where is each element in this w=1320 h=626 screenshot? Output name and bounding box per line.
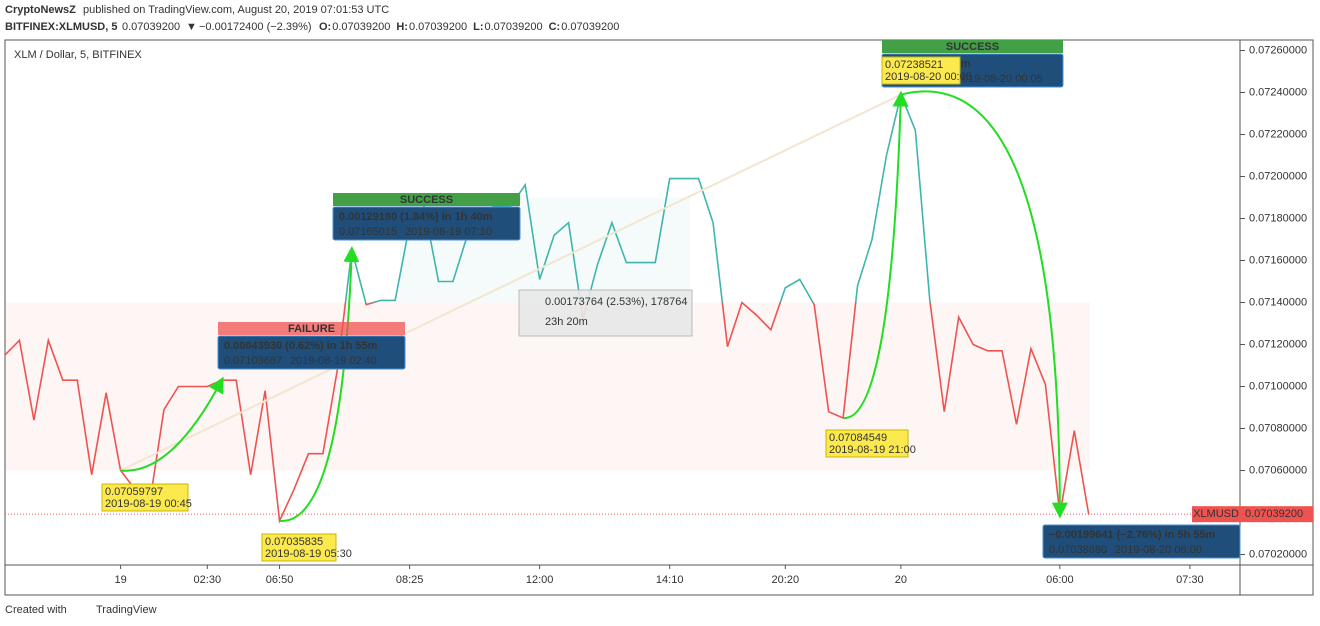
ohlc-key: H:: [396, 21, 408, 33]
measure-change: 0.00173764 (2.53%), 178764: [545, 296, 688, 308]
x-tick-label: 06:50: [266, 574, 294, 586]
y-tick-label: 0.07020000: [1249, 548, 1307, 560]
position-date: 019-08-20 00:05: [962, 73, 1043, 85]
ohlc-value: 0.07039200: [561, 21, 619, 33]
price-label-box: [261, 533, 337, 562]
position-box: [332, 206, 521, 241]
ohlc-key: O:: [319, 21, 331, 33]
position-result: −0.00199641 (−2.76%) in 5h 55m: [1049, 529, 1216, 541]
ohlc-value: 0.07039200: [409, 21, 467, 33]
x-tick-label: 19: [114, 574, 126, 586]
measure-duration: 23h 20m: [545, 316, 588, 328]
price-label-box: [881, 56, 961, 85]
last-price-label: 0.07039200: [1245, 508, 1303, 520]
trade-arrow: [842, 90, 909, 420]
publisher: CryptoNewsZ: [5, 4, 76, 16]
position-result: 0.00043930 (0.62%) in 1h 55m: [224, 340, 378, 352]
price-label-date: 2019-08-19 21:00: [829, 444, 916, 456]
price-label-price: 0.07238521: [885, 59, 943, 71]
position-status-box: [218, 322, 405, 335]
footer-brand: TradingView: [96, 604, 157, 616]
trade-arrow: [120, 376, 224, 472]
footer-created: Created with: [5, 604, 67, 616]
position-price: 0.07165015: [339, 226, 397, 238]
position-status: SUCCESS: [946, 41, 999, 53]
y-tick-label: 0.07140000: [1249, 296, 1307, 308]
position-status: FAILURE: [288, 323, 335, 335]
symbol: BITFINEX:XLMUSD, 5: [5, 21, 117, 33]
y-tick-label: 0.07200000: [1249, 170, 1307, 182]
y-tick-label: 0.07240000: [1249, 86, 1307, 98]
y-tick-label: 0.07220000: [1249, 128, 1307, 140]
price-label-date: 2019-08-20 00:05: [885, 71, 972, 83]
ohlc-value: 0.07039200: [332, 21, 390, 33]
x-tick-label: 20:20: [772, 574, 800, 586]
direction: ▼: [186, 21, 197, 33]
y-tick-label: 0.07060000: [1249, 464, 1307, 476]
change: −0.00172400 (−2.39%): [199, 21, 312, 33]
y-tick-label: 0.07100000: [1249, 380, 1307, 392]
trade-arrow: [279, 246, 360, 522]
position-result: 0.00129180 (1.84%) in 1h 40m: [339, 211, 493, 223]
price-label-price: 0.07035835: [265, 536, 323, 548]
series-name-box: [1192, 506, 1240, 523]
position-status-box: [882, 40, 1063, 53]
trade-arrow: [900, 90, 1068, 519]
x-tick-label: 12:00: [526, 574, 554, 586]
y-tick-label: 0.07160000: [1249, 254, 1307, 266]
price-label-price: 0.07059797: [105, 486, 163, 498]
x-tick-label: 20: [895, 574, 907, 586]
y-tick-label: 0.07180000: [1249, 212, 1307, 224]
position-box: [1042, 524, 1241, 559]
position-date: 2019-08-20 06:00: [1115, 544, 1202, 556]
ohlc-key: L:: [473, 21, 483, 33]
price-label-box: [825, 429, 909, 458]
position-price: 0.07103687: [224, 355, 282, 367]
x-tick-label: 06:00: [1046, 574, 1074, 586]
position-box: [217, 335, 406, 370]
chart-title: XLM / Dollar, 5, BITFINEX: [14, 49, 142, 61]
price-label-date: 2019-08-19 05:30: [265, 548, 352, 560]
published: published on TradingView.com, August 20,…: [83, 4, 389, 16]
x-tick-label: 08:25: [396, 574, 424, 586]
series-name: XLMUSD: [1193, 508, 1239, 520]
position-price: 0.07038880: [1049, 544, 1107, 556]
ohlc-key: C:: [549, 21, 561, 33]
y-tick-label: 0.07080000: [1249, 422, 1307, 434]
trend-line: [120, 93, 902, 472]
x-tick-label: 07:30: [1176, 574, 1204, 586]
position-status: SUCCESS: [400, 194, 453, 206]
position-date: 2019-08-19 02:40: [290, 355, 377, 367]
measure-box: [518, 289, 693, 337]
y-tick-label: 0.07120000: [1249, 338, 1307, 350]
last-price-box: [1240, 506, 1313, 523]
x-tick-label: 14:10: [656, 574, 684, 586]
price: 0.07039200: [122, 21, 180, 33]
x-tick-label: 02:30: [194, 574, 222, 586]
ohlc-value: 0.07039200: [484, 21, 542, 33]
price-line: [4, 91, 1090, 524]
y-tick-label: 0.07260000: [1249, 44, 1307, 56]
price-label-box: [101, 483, 189, 512]
position-date: 2019-08-19 07:10: [405, 226, 492, 238]
price-label-price: 0.07084549: [829, 432, 887, 444]
price-label-date: 2019-08-19 00:45: [105, 498, 192, 510]
position-status-box: [333, 193, 520, 206]
